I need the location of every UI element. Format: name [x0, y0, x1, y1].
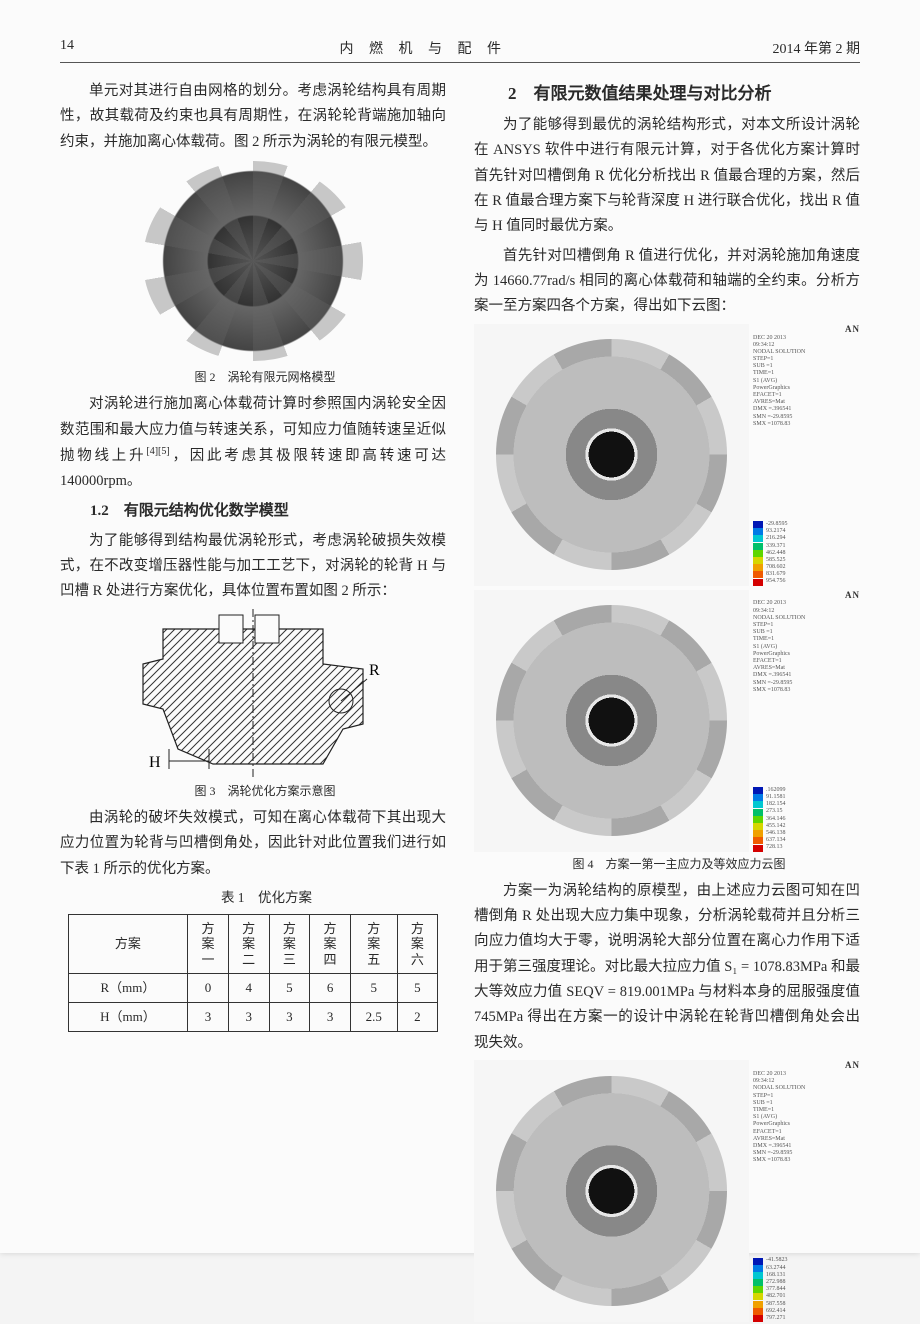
table-cell: 4 — [228, 974, 269, 1003]
table-cell: 3 — [310, 1002, 351, 1031]
color-legend: .16209991.1581182.154273.15364.146455.14… — [753, 787, 860, 852]
legend-entry: 364.146 — [753, 816, 860, 823]
legend-entry: 63.2744 — [753, 1265, 860, 1272]
table-row: H（mm）33332.52 — [68, 1002, 438, 1031]
journal-title: 内 燃 机 与 配 件 — [74, 38, 773, 58]
subsection-heading-1-2: 1.2 有限元结构优化数学模型 — [60, 498, 446, 524]
legend-entry: 168.131 — [753, 1272, 860, 1279]
legend-entry: 708.602 — [753, 564, 860, 571]
citation-ref: [4][5] — [146, 446, 169, 457]
table-cell: 5 — [350, 974, 397, 1003]
table-cell: 6 — [310, 974, 351, 1003]
table-row-label: R（mm） — [68, 974, 187, 1003]
ansys-meta-text: DEC 20 2013 09:34:12 NODAL SOLUTION STEP… — [753, 600, 860, 786]
figure-3-caption: 图 3 涡轮优化方案示意图 — [60, 781, 446, 802]
legend-entry: 272.988 — [753, 1279, 860, 1286]
table-row: R（mm）045655 — [68, 974, 438, 1003]
figure-4-stress-cloud-seqv: AN DEC 20 2013 09:34:12 NODAL SOLUTION S… — [474, 590, 860, 852]
legend-entry: 728.13 — [753, 844, 860, 851]
legend-entry: -41.5823 — [753, 1257, 860, 1264]
para: 为了能够得到结构最优涡轮形式，考虑涡轮破损失效模式，在不改变增压器性能与加工工艺… — [60, 529, 446, 605]
section-heading-2: 2 有限元数值结果处理与对比分析 — [474, 79, 860, 109]
legend-entry: 692.414 — [753, 1308, 860, 1315]
table-row-label: H（mm） — [68, 1002, 187, 1031]
legend-entry: 482.701 — [753, 1293, 860, 1300]
left-column: 单元对其进行自由网格的划分。考虑涡轮结构具有周期性，故其载荷及约束也具有周期性，… — [60, 79, 446, 1324]
legend-entry: .162099 — [753, 787, 860, 794]
label-H: H — [149, 754, 161, 771]
legend-entry: 637.134 — [753, 837, 860, 844]
para: 方案一为涡轮结构的原模型，由上述应力云图可知在凹槽倒角 R 处出现大应力集中现象… — [474, 879, 860, 1057]
legend-entry: 954.756 — [753, 578, 860, 585]
figure-5-stress-cloud: AN DEC 20 2013 09:34:12 NODAL SOLUTION S… — [474, 1060, 860, 1322]
table-col-header: 方案五 — [350, 914, 397, 974]
ansys-meta-text: DEC 20 2013 09:34:12 NODAL SOLUTION STEP… — [753, 335, 860, 521]
figure-4-caption: 图 4 方案一第一主应力及等效应力云图 — [474, 854, 860, 875]
table-col-header: 方案六 — [397, 914, 438, 974]
table-cell: 3 — [269, 1002, 310, 1031]
table-cell: 5 — [397, 974, 438, 1003]
legend-entry: 585.525 — [753, 557, 860, 564]
legend-entry: 339.371 — [753, 543, 860, 550]
table-col-header: 方案一 — [188, 914, 229, 974]
table-cell: 3 — [228, 1002, 269, 1031]
table-cell: 2 — [397, 1002, 438, 1031]
para: 由涡轮的破坏失效模式，可知在离心体载荷下其出现大应力位置为轮背与凹槽倒角处，因此… — [60, 806, 446, 882]
table-col-header: 方案四 — [310, 914, 351, 974]
legend-entry: -29.8595 — [753, 521, 860, 528]
legend-entry: 455.142 — [753, 823, 860, 830]
table-col-header: 方案三 — [269, 914, 310, 974]
legend-entry: 216.294 — [753, 535, 860, 542]
ansys-logo-text: AN — [753, 324, 860, 335]
running-header: 14 内 燃 机 与 配 件 2014 年第 2 期 — [60, 38, 860, 63]
color-legend: -41.582363.2744168.131272.988377.844482.… — [753, 1257, 860, 1322]
page-number: 14 — [60, 38, 74, 58]
ansys-logo-text: AN — [753, 1060, 860, 1071]
figure-3-schematic: R H — [123, 609, 383, 779]
figure-4-stress-cloud-s1: AN DEC 20 2013 09:34:12 NODAL SOLUTION S… — [474, 324, 860, 586]
issue-label: 2014 年第 2 期 — [773, 38, 861, 58]
para: 为了能够得到最优的涡轮结构形式，对本文所设计涡轮在 ANSYS 软件中进行有限元… — [474, 113, 860, 240]
ansys-logo-text: AN — [753, 590, 860, 601]
para: 单元对其进行自由网格的划分。考虑涡轮结构具有周期性，故其载荷及约束也具有周期性，… — [60, 79, 446, 155]
table-cell: 2.5 — [350, 1002, 397, 1031]
figure-2-mesh-model — [143, 161, 363, 361]
ansys-meta-text: DEC 20 2013 09:34:12 NODAL SOLUTION STEP… — [753, 1071, 860, 1257]
table-col-header: 方案二 — [228, 914, 269, 974]
legend-entry: 797.271 — [753, 1315, 860, 1322]
legend-entry: 546.138 — [753, 830, 860, 837]
two-column-body: 单元对其进行自由网格的划分。考虑涡轮结构具有周期性，故其载荷及约束也具有周期性，… — [60, 79, 860, 1324]
legend-entry: 831.679 — [753, 571, 860, 578]
para: 对涡轮进行施加离心体载荷计算时参照国内涡轮安全因数范围和最大应力值与转速关系，可… — [60, 392, 446, 494]
para: 首先针对凹槽倒角 R 值进行优化，并对涡轮施加角速度为 14660.77rad/… — [474, 244, 860, 320]
table-col-header-scheme: 方案 — [68, 914, 187, 974]
legend-entry: 91.1581 — [753, 794, 860, 801]
right-column: 2 有限元数值结果处理与对比分析 为了能够得到最优的涡轮结构形式，对本文所设计涡… — [474, 79, 860, 1324]
label-R: R — [369, 662, 380, 679]
legend-entry: 182.154 — [753, 801, 860, 808]
figure-2-caption: 图 2 涡轮有限元网格模型 — [60, 367, 446, 388]
legend-entry: 587.558 — [753, 1301, 860, 1308]
legend-entry: 273.15 — [753, 808, 860, 815]
table-1-caption: 表 1 优化方案 — [60, 886, 446, 910]
color-legend: -29.859593.2174216.294339.371462.448585.… — [753, 521, 860, 586]
table-1-optimization-schemes: 方案方案一方案二方案三方案四方案五方案六 R（mm）045655H（mm）333… — [68, 914, 439, 1032]
table-cell: 0 — [188, 974, 229, 1003]
table-cell: 5 — [269, 974, 310, 1003]
legend-entry: 93.2174 — [753, 528, 860, 535]
legend-entry: 377.844 — [753, 1286, 860, 1293]
legend-entry: 462.448 — [753, 550, 860, 557]
table-cell: 3 — [188, 1002, 229, 1031]
page: 14 内 燃 机 与 配 件 2014 年第 2 期 单元对其进行自由网格的划分… — [0, 0, 920, 1253]
